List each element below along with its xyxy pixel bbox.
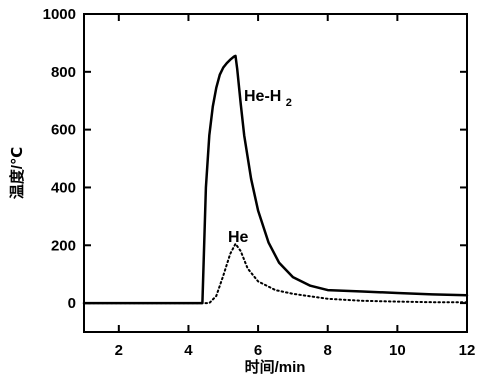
x-axis-ticks: 2 4 6 8 10 12: [115, 14, 476, 359]
series-line-he-h2: [82, 54, 469, 305]
x-axis-title: 时间/min: [245, 358, 306, 376]
y-tick-label-1000: 1000: [43, 6, 76, 23]
y-tick-label-200: 200: [51, 237, 76, 254]
series-line-he: [83, 242, 468, 305]
y-axis-title: 温度/℃: [8, 147, 26, 199]
y-tick-label-400: 400: [51, 179, 76, 196]
x-tick-label-2: 2: [115, 342, 123, 359]
series-label-he: He: [228, 229, 249, 246]
y-tick-label-800: 800: [51, 64, 76, 81]
x-tick-label-8: 8: [324, 342, 332, 359]
x-tick-label-4: 4: [184, 342, 193, 359]
plot-frame: [83, 13, 468, 333]
series-label-he-h2: He-H 2: [244, 88, 292, 109]
series-group: [82, 54, 469, 305]
y-tick-label-600: 600: [51, 122, 76, 139]
series-label-he-main: He: [228, 229, 249, 246]
series-label-he-h2-subscript: 2: [286, 97, 292, 109]
y-tick-label-0: 0: [68, 295, 76, 312]
x-tick-label-6: 6: [254, 342, 262, 359]
y-axis-ticks: 0 200 400 600 800 1000: [43, 6, 467, 312]
x-tick-label-10: 10: [389, 342, 406, 359]
x-tick-label-12: 12: [459, 342, 476, 359]
series-label-he-h2-main: He-H: [244, 88, 281, 105]
